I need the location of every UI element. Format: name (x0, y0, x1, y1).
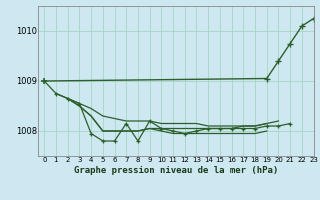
X-axis label: Graphe pression niveau de la mer (hPa): Graphe pression niveau de la mer (hPa) (74, 166, 278, 175)
